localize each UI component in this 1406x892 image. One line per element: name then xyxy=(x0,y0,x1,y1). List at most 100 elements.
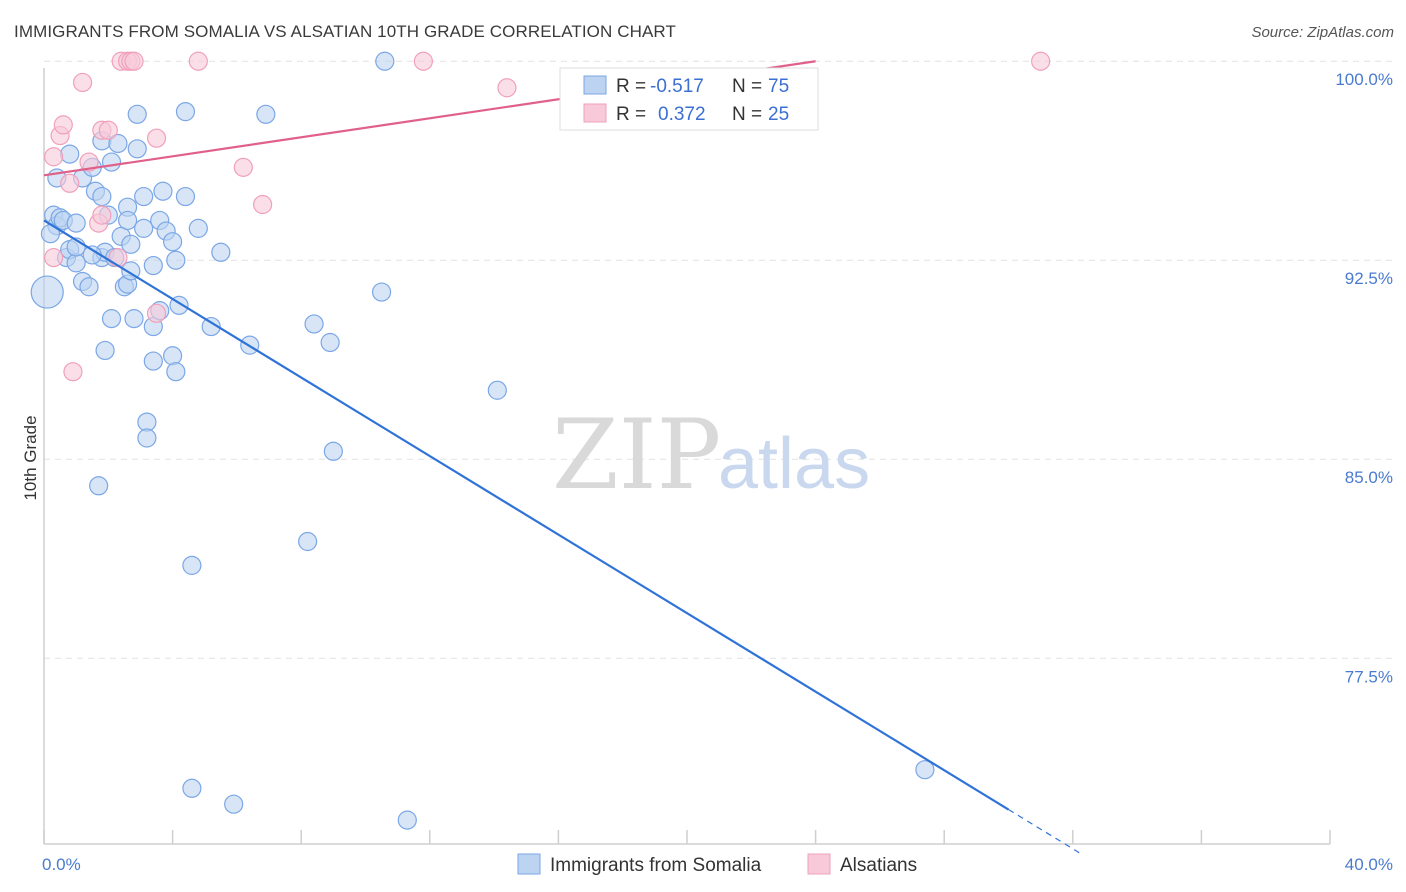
point-alsatians-3 xyxy=(53,115,73,135)
point-alsatians-16 xyxy=(146,303,167,323)
legend-r-value-somalia: -0.517 xyxy=(650,76,704,97)
point-somalia-72 xyxy=(127,139,147,159)
series-label-alsatians: Alsatians xyxy=(840,855,917,876)
legend-n-label-somalia: N = xyxy=(732,76,762,97)
point-somalia-49 xyxy=(304,314,324,334)
point-somalia-42 xyxy=(175,102,196,122)
point-somalia-58 xyxy=(137,412,157,432)
point-alsatians-6 xyxy=(79,152,99,172)
point-alsatians-11 xyxy=(108,247,128,268)
point-somalia-34 xyxy=(143,255,163,276)
point-somalia-73 xyxy=(153,181,173,201)
series-swatch-somalia xyxy=(517,853,541,875)
point-somalia-57 xyxy=(166,362,186,382)
legend-n-value-alsatians: 25 xyxy=(768,104,789,125)
y-tick-label-2: 85.0% xyxy=(1345,468,1393,487)
point-somalia-44 xyxy=(188,218,208,238)
gridlines xyxy=(44,60,1395,659)
point-somalia-61 xyxy=(323,441,343,461)
legend-r-label-somalia: R = xyxy=(616,76,646,97)
point-somalia-20 xyxy=(101,152,122,172)
point-alsatians-5 xyxy=(72,72,93,93)
point-somalia-51 xyxy=(371,282,392,302)
point-somalia-63 xyxy=(182,555,202,575)
y-tick-labels: 100.0% 92.5% 85.0% 77.5% xyxy=(1335,70,1393,686)
point-somalia-32 xyxy=(134,186,154,207)
series-label-somalia: Immigrants from Somalia xyxy=(550,855,762,876)
point-somalia-74 xyxy=(121,234,141,254)
point-somalia-60 xyxy=(89,476,109,496)
source-credit: Source: ZipAtlas.com xyxy=(1251,24,1394,41)
point-somalia-56 xyxy=(163,346,183,366)
point-somalia-54 xyxy=(95,340,115,361)
point-somalia-0 xyxy=(30,275,64,309)
trend-line-somalia xyxy=(43,219,1010,811)
point-somalia-45 xyxy=(201,316,221,337)
watermark-atlas: atlas xyxy=(718,424,870,504)
legend-r-value-alsatians: 0.372 xyxy=(658,104,706,125)
x-tick-label-1: 40.0% xyxy=(1345,855,1393,874)
point-somalia-55 xyxy=(143,351,163,371)
x-tick-labels: 0.0% 40.0% xyxy=(42,855,1393,874)
point-somalia-62 xyxy=(298,531,318,552)
point-somalia-16 xyxy=(92,186,112,207)
point-somalia-59 xyxy=(137,428,157,448)
point-alsatians-9 xyxy=(92,205,112,225)
y-tick-label-0: 100.0% xyxy=(1335,70,1393,89)
point-somalia-43 xyxy=(175,186,196,207)
point-alsatians-17 xyxy=(146,128,167,148)
point-somalia-65 xyxy=(224,794,244,814)
point-alsatians-23 xyxy=(1031,51,1051,71)
point-alsatians-21 xyxy=(413,51,433,71)
point-somalia-40 xyxy=(166,250,186,270)
data-points xyxy=(30,51,1051,830)
point-somalia-53 xyxy=(487,380,507,400)
y-axis-label: 10th Grade xyxy=(21,415,40,500)
point-somalia-33 xyxy=(134,218,154,238)
point-somalia-39 xyxy=(163,232,183,252)
x-axis-ticks xyxy=(43,830,1331,844)
point-somalia-64 xyxy=(182,778,202,798)
point-somalia-52 xyxy=(375,51,395,71)
legend-r-label-alsatians: R = xyxy=(616,104,646,125)
point-somalia-48 xyxy=(256,104,276,124)
point-alsatians-1 xyxy=(44,147,64,167)
point-somalia-21 xyxy=(108,133,128,154)
series-legend: Immigrants from Somalia Alsatians xyxy=(517,853,917,876)
watermark-zip: ZIP xyxy=(552,399,721,511)
point-alsatians-15 xyxy=(124,51,144,71)
point-somalia-46 xyxy=(211,242,231,262)
zipatlas-watermark: ZIP atlas xyxy=(552,399,870,511)
point-somalia-9 xyxy=(66,253,86,273)
point-alsatians-19 xyxy=(233,157,253,177)
point-alsatians-0 xyxy=(44,247,64,268)
legend-n-value-somalia: 75 xyxy=(768,76,789,97)
point-somalia-30 xyxy=(124,309,144,329)
point-somalia-10 xyxy=(66,213,86,233)
legend-swatch-alsatians xyxy=(583,103,607,123)
point-somalia-23 xyxy=(101,309,122,329)
point-alsatians-24 xyxy=(63,362,83,382)
point-somalia-67 xyxy=(915,760,935,780)
chart-title: IMMIGRANTS FROM SOMALIA VS ALSATIAN 10TH… xyxy=(14,22,676,41)
point-somalia-13 xyxy=(79,277,99,297)
point-alsatians-18 xyxy=(188,51,208,71)
legend-n-label-alsatians: N = xyxy=(732,104,762,125)
y-tick-label-1: 92.5% xyxy=(1345,269,1393,288)
point-alsatians-10 xyxy=(98,120,118,140)
legend-swatch-somalia xyxy=(583,75,607,95)
legend: R = -0.517 N = 75 R = 0.372 N = 25 xyxy=(559,67,819,131)
point-somalia-50 xyxy=(320,332,340,353)
point-somalia-6 xyxy=(60,144,80,164)
point-somalia-31 xyxy=(127,104,147,124)
point-somalia-28 xyxy=(117,210,138,231)
point-somalia-66 xyxy=(397,810,417,830)
series-swatch-alsatians xyxy=(807,853,831,875)
x-tick-label-0: 0.0% xyxy=(42,855,81,874)
trend-extension-somalia xyxy=(1008,808,1080,854)
y-tick-label-3: 77.5% xyxy=(1345,667,1393,686)
point-alsatians-20 xyxy=(253,194,273,215)
point-alsatians-4 xyxy=(60,173,80,193)
point-alsatians-22 xyxy=(497,78,517,98)
